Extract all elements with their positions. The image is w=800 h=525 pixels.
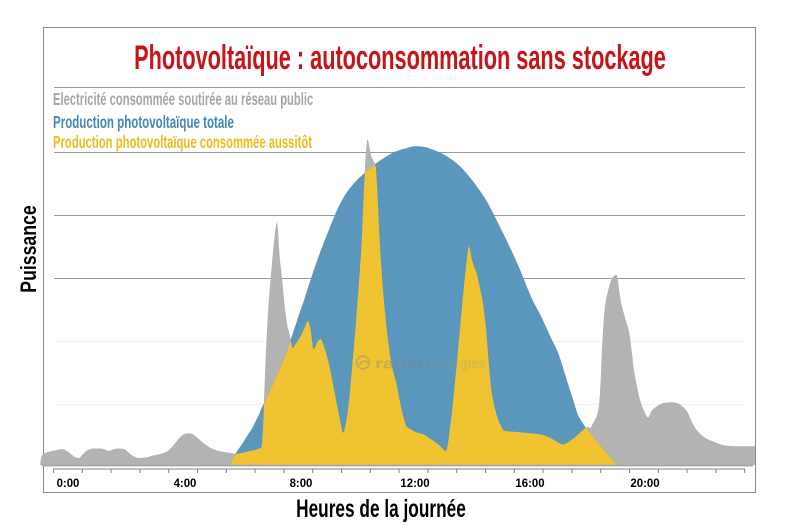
svg-text:rauch: rauch xyxy=(375,356,430,373)
svg-text:energies: energies xyxy=(432,356,486,373)
